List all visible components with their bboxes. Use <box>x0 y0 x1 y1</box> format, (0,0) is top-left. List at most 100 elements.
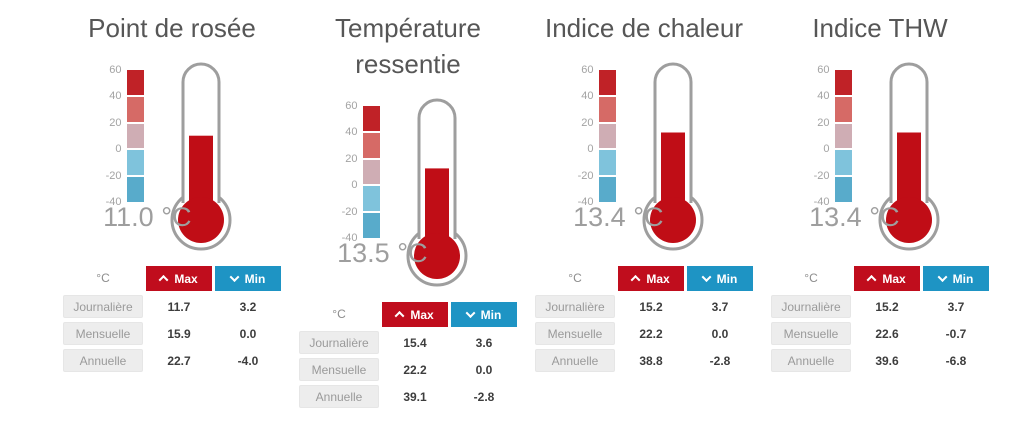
min-button[interactable]: Min <box>451 302 517 327</box>
thermometer-bulb-fill <box>177 197 224 243</box>
unit-header: °C <box>332 306 346 321</box>
scale-tick-label: -40 <box>105 196 122 208</box>
unit-header: °C <box>568 270 582 285</box>
max-button-label: Max <box>882 271 906 286</box>
min-value: -6.8 <box>945 353 967 368</box>
scale-color-block <box>598 177 616 202</box>
thermometer-gauge: 60 40 20 0 -20 -40 11.0 °C <box>96 56 249 252</box>
max-button[interactable]: Max <box>854 266 920 291</box>
min-button[interactable]: Min <box>923 266 989 291</box>
min-value: 3.6 <box>475 335 493 350</box>
scale-tick-label: -20 <box>341 205 358 218</box>
scale-color-block <box>834 70 852 95</box>
thermometer-icon <box>878 62 939 251</box>
min-value: 0.0 <box>711 326 729 341</box>
period-label: Journalière <box>63 295 143 318</box>
temperature-scale: 60 40 20 0 -20 -40 <box>332 100 380 244</box>
thermometer-bulb-fill <box>413 233 460 279</box>
max-button[interactable]: Max <box>382 302 448 327</box>
min-button-label: Min <box>480 307 502 322</box>
scale-tick-label: -20 <box>577 169 594 182</box>
period-label: Mensuelle <box>299 358 379 381</box>
min-value: -0.7 <box>945 326 967 341</box>
scale-color-block <box>598 150 616 176</box>
max-button-label: Max <box>646 271 670 286</box>
min-button-label: Min <box>244 271 266 286</box>
scale-color-block <box>362 213 380 238</box>
chevron-up-icon <box>394 310 405 321</box>
scale-tick-label: 60 <box>817 64 830 76</box>
scale-color-block <box>362 186 380 212</box>
thermometer-icon <box>170 62 231 251</box>
max-value: 22.7 <box>167 353 191 368</box>
period-label: Mensuelle <box>63 322 143 345</box>
thermometer-gauge: 60 40 20 0 -20 -40 13.5 °C <box>332 92 485 288</box>
scale-color-block <box>598 123 616 149</box>
temperature-scale: 60 40 20 0 -20 -40 <box>96 64 144 208</box>
period-label: Annuelle <box>535 349 615 372</box>
scale-color-block <box>126 123 144 149</box>
current-value: 13.4 °C <box>573 202 664 232</box>
max-button-label: Max <box>410 307 434 322</box>
stats-table: °C Max Min Journalière 15.2 3.7 Mensuelle 22… <box>771 266 989 372</box>
max-value: 15.2 <box>639 299 663 314</box>
thermometer-dashboard: Point de rosée 60 40 20 0 -20 -40 11.0 °C °C … <box>63 8 998 408</box>
scale-color-block <box>126 177 144 202</box>
scale-tick-label: 40 <box>109 90 122 103</box>
widget-title: Point de rosée <box>88 13 256 43</box>
unit-header: °C <box>804 270 818 285</box>
scale-tick-label: 60 <box>581 64 594 76</box>
thermometer-bulb-fill <box>885 197 932 243</box>
scale-color-block <box>126 150 144 176</box>
min-value: -4.0 <box>237 353 259 368</box>
stats-table: °C Max Min Journalière 15.2 3.7 Mensuelle 22… <box>535 266 753 372</box>
max-value: 39.1 <box>403 389 427 404</box>
period-label: Annuelle <box>771 349 851 372</box>
min-button[interactable]: Min <box>687 266 753 291</box>
scale-color-block <box>362 159 380 185</box>
min-value: 3.7 <box>711 299 729 314</box>
scale-color-bar <box>598 70 616 202</box>
max-button[interactable]: Max <box>146 266 212 291</box>
scale-color-block <box>598 96 616 122</box>
period-label: Journalière <box>535 295 615 318</box>
scale-color-bar <box>834 70 852 202</box>
max-value: 15.4 <box>403 335 427 350</box>
scale-tick-labels: 60 40 20 0 -20 -40 <box>332 100 358 244</box>
period-label: Mensuelle <box>535 322 615 345</box>
scale-color-block <box>834 96 852 122</box>
scale-color-block <box>598 70 616 95</box>
thermometer-gauge: 60 40 20 0 -20 -40 13.4 °C <box>568 56 721 252</box>
max-value: 22.6 <box>875 326 899 341</box>
current-value: 11.0 °C <box>103 202 192 232</box>
period-label: Annuelle <box>63 349 143 372</box>
chevron-up-icon <box>158 274 169 285</box>
scale-tick-label: 60 <box>109 64 122 76</box>
min-button-label: Min <box>952 271 974 286</box>
scale-color-block <box>362 132 380 158</box>
min-value: -2.8 <box>709 353 731 368</box>
min-value: 0.0 <box>239 326 257 341</box>
scale-tick-labels: 60 40 20 0 -20 -40 <box>804 64 830 208</box>
scale-color-block <box>126 70 144 95</box>
scale-tick-label: 40 <box>345 126 358 139</box>
thermometer-widget: Indice THW 60 40 20 0 -20 -40 13.4 °C °C Max <box>762 8 998 408</box>
scale-tick-label: 40 <box>817 90 830 103</box>
widget-title: Température ressentie <box>335 13 481 79</box>
stats-table: °C Max Min Journalière 15.4 3.6 Mensuelle 22… <box>299 302 517 408</box>
max-value: 39.6 <box>875 353 899 368</box>
min-button[interactable]: Min <box>215 266 281 291</box>
max-button-label: Max <box>174 271 198 286</box>
scale-tick-label: 0 <box>587 143 594 156</box>
thermometer-bulb-fill <box>649 197 696 243</box>
current-value: 13.4 °C <box>809 202 900 232</box>
thermometer-gauge: 60 40 20 0 -20 -40 13.4 °C <box>804 56 957 252</box>
max-button[interactable]: Max <box>618 266 684 291</box>
min-button-label: Min <box>716 271 738 286</box>
period-label: Mensuelle <box>771 322 851 345</box>
min-value: 3.7 <box>947 299 965 314</box>
max-value: 38.8 <box>639 353 663 368</box>
scale-color-block <box>834 123 852 149</box>
chevron-up-icon <box>630 274 641 285</box>
thermometer-widget: Température ressentie 60 40 20 0 -20 -40 13.5… <box>290 8 526 408</box>
